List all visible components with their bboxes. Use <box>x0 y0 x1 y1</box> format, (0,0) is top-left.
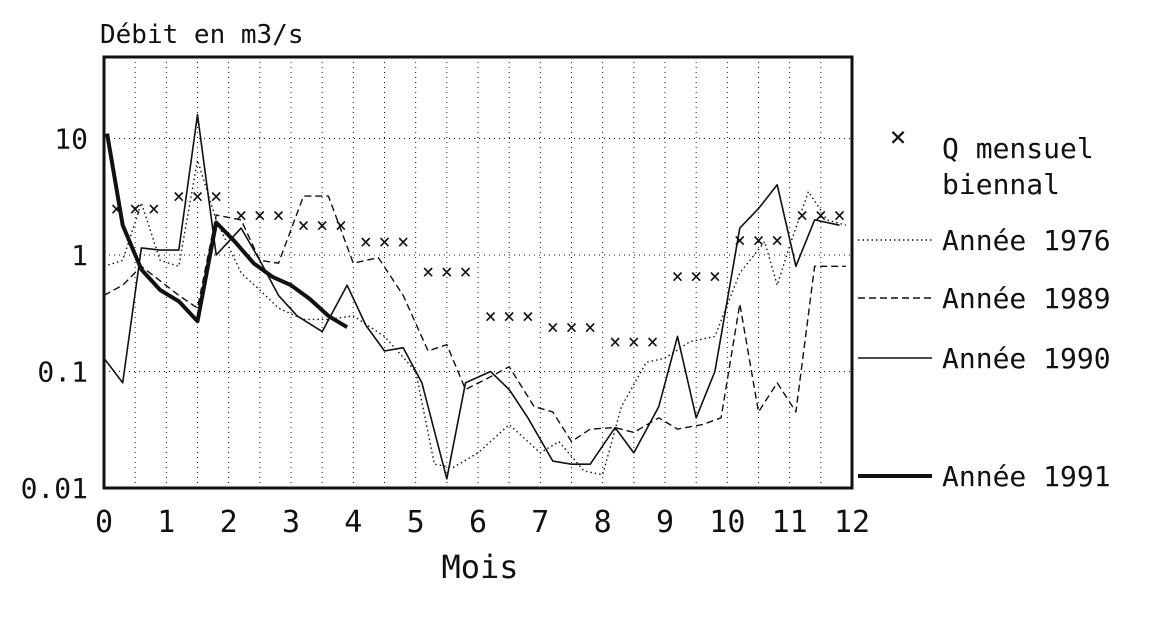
x-tick-label: 4 <box>344 505 362 540</box>
data-marker: × <box>378 230 390 254</box>
data-marker: × <box>584 315 596 339</box>
data-marker: × <box>441 260 453 284</box>
x-tick-label: 0 <box>95 505 113 540</box>
data-marker: × <box>148 197 160 221</box>
data-marker: × <box>709 264 721 288</box>
data-marker: × <box>671 264 683 288</box>
data-marker: × <box>628 330 640 354</box>
data-marker: × <box>460 260 472 284</box>
data-marker: × <box>547 315 559 339</box>
x-tick-label: 8 <box>594 505 612 540</box>
y-tick-labels: 10 1 0.1 0.01 <box>21 122 88 505</box>
x-tick-labels: 0 1 2 3 4 5 6 7 8 9 10 11 12 <box>95 505 870 540</box>
data-marker: × <box>422 260 434 284</box>
data-marker: × <box>771 228 783 252</box>
data-marker: × <box>110 197 122 221</box>
x-tick-label: 2 <box>220 505 238 540</box>
data-marker: × <box>129 197 141 221</box>
data-marker: × <box>254 203 266 227</box>
legend-series-label: Année 1976 <box>942 224 1111 257</box>
data-marker: × <box>235 203 247 227</box>
data-marker: × <box>647 330 659 354</box>
y-tick-label: 0.1 <box>37 355 88 388</box>
data-marker: × <box>522 304 534 328</box>
data-marker: × <box>609 330 621 354</box>
legend-marker-symbol: × <box>890 120 907 153</box>
data-marker: × <box>397 230 409 254</box>
x-tick-label: 6 <box>469 505 487 540</box>
x-tick-label: 12 <box>834 505 870 540</box>
data-marker: × <box>503 304 515 328</box>
x-tick-label: 7 <box>531 505 549 540</box>
legend: × Q mensuel biennal Année 1976 Année 1989… <box>858 120 1111 493</box>
data-marker: × <box>690 264 702 288</box>
data-marker: × <box>210 184 222 208</box>
data-marker: × <box>752 228 764 252</box>
data-marker: × <box>484 304 496 328</box>
y-tick-label: 1 <box>71 239 88 272</box>
x-tick-label: 9 <box>656 505 674 540</box>
data-marker: × <box>565 315 577 339</box>
grid-lines <box>104 57 852 488</box>
x-tick-label: 3 <box>282 505 300 540</box>
y-tick-label: 0.01 <box>21 472 88 505</box>
data-marker: × <box>273 203 285 227</box>
x-tick-label: 5 <box>407 505 425 540</box>
data-marker: × <box>316 213 328 237</box>
x-tick-label: 11 <box>772 505 808 540</box>
data-marker: × <box>297 213 309 237</box>
legend-series-label: Année 1990 <box>942 342 1111 375</box>
series-line-1991 <box>105 133 349 329</box>
q-mensuel-markers: × × × × × × × × × × × × × × × × × × × × × × × × × × × × × × × × × × × × <box>110 184 845 354</box>
data-marker: × <box>734 228 746 252</box>
y-tick-label: 10 <box>54 122 88 155</box>
legend-series-label: Année 1989 <box>942 282 1111 315</box>
x-tick-label: 10 <box>709 505 745 540</box>
legend-marker-label-line2: biennal <box>942 168 1060 201</box>
x-axis-label: Mois <box>441 548 518 586</box>
plot-frame <box>102 55 854 490</box>
y-axis-label: Débit en m3/s <box>100 20 304 50</box>
data-marker: × <box>335 213 347 237</box>
data-series-lines <box>104 113 846 480</box>
x-tick-label: 1 <box>157 505 175 540</box>
data-marker: × <box>796 203 808 227</box>
data-marker: × <box>191 184 203 208</box>
legend-series-label: Année 1991 <box>942 460 1111 493</box>
data-marker: × <box>173 184 185 208</box>
data-marker: × <box>834 203 846 227</box>
data-marker: × <box>360 230 372 254</box>
series-line-1990 <box>104 113 840 480</box>
data-marker: × <box>815 203 827 227</box>
series-line-1989 <box>104 195 846 443</box>
legend-marker-label-line1: Q mensuel <box>942 132 1094 165</box>
